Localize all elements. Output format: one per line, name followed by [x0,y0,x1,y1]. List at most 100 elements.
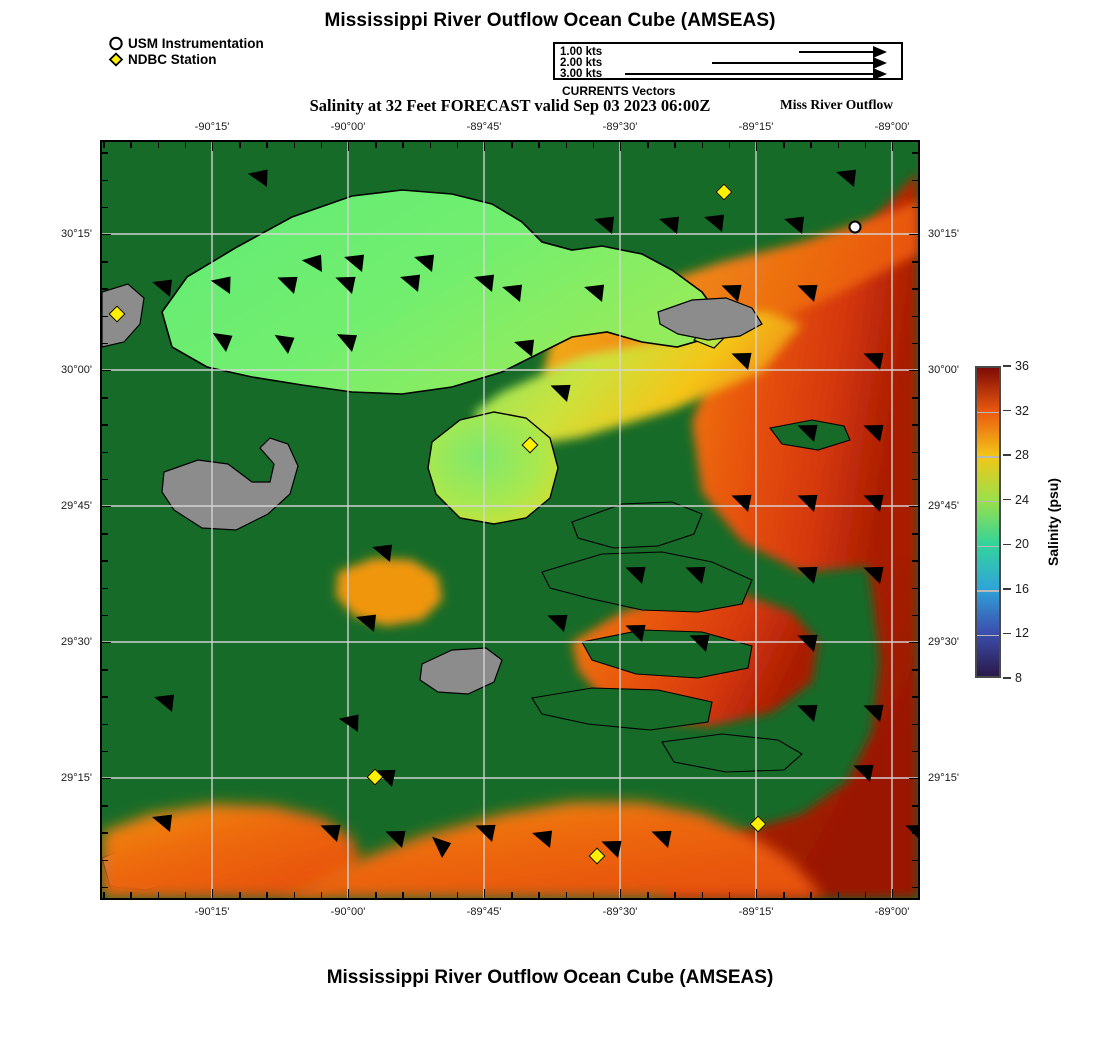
axis-tick-y [912,696,918,698]
y-axis-tick-label: 29°45' [928,500,959,512]
axis-tick-y [912,478,918,481]
axis-tick-x [565,892,567,898]
currents-key-shaft-3 [625,73,873,75]
axis-tick-x [375,142,377,148]
currents-vector-key: 1.00 kts 2.00 kts 3.00 kts [553,42,903,80]
axis-tick-x [674,142,676,148]
axis-tick-x [837,142,839,148]
axis-tick-y [909,642,918,644]
axis-tick-x [348,889,350,898]
circle-marker-icon [108,36,125,51]
colorbar-tick-label: 28 [1015,448,1029,463]
axis-tick-x [157,142,159,148]
currents-key-arrowhead-1 [873,46,887,58]
x-axis-tick-label: -90°00' [330,906,366,918]
currents-key-shaft-2 [712,62,873,64]
axis-tick-y [912,587,918,589]
axis-tick-y [102,859,108,861]
colorbar-tick-label: 16 [1015,581,1029,596]
usm-instrumentation-marker[interactable] [848,220,862,234]
axis-tick-y [912,451,918,453]
axis-tick-y [912,614,918,617]
axis-tick-x [184,142,187,148]
axis-tick-y [102,750,108,753]
colorbar-tick [1003,588,1011,590]
legend-item-usm: USM Instrumentation [108,36,264,51]
colorbar-tick [1003,543,1011,545]
x-axis-tick-label: -89°15' [738,906,774,918]
axis-tick-x [239,142,241,148]
y-axis-tick-label: 30°15' [928,228,959,240]
currents-key-shaft-1 [799,51,873,53]
x-axis-tick-label: -89°45' [466,121,502,133]
axis-tick-x [484,889,486,898]
axis-tick-x [320,142,323,148]
axis-tick-x [864,142,867,148]
current-vectors [152,169,918,858]
x-axis-tick-label: -90°15' [194,121,230,133]
axis-tick-y [102,669,108,671]
axis-tick-x [674,892,676,898]
currents-key-caption: CURRENTS Vectors [562,84,676,98]
colorbar-separator [977,634,999,637]
colorbar-separator [977,456,999,458]
axis-tick-y [912,261,918,263]
axis-tick-x [810,142,812,148]
axis-tick-y [909,778,918,780]
colorbar-separator [977,500,999,503]
currents-key-arrowhead-2 [873,57,887,69]
y-axis-tick-label: 29°30' [61,636,92,648]
axis-tick-y [102,478,108,481]
axis-tick-y [102,234,111,236]
figure-title-top: Mississippi River Outflow Ocean Cube (AM… [324,10,776,31]
axis-tick-x [783,892,785,898]
axis-tick-x [212,142,214,151]
colorbar-tick [1003,454,1011,456]
colorbar-ramp [977,368,999,676]
y-axis-tick-label: 29°45' [61,500,92,512]
axis-tick-y [102,778,111,780]
axis-tick-y [102,397,108,399]
legend-item-ndbc: NDBC Station [108,52,264,67]
axis-tick-x [592,142,595,148]
y-axis-tick-label: 30°00' [61,364,92,376]
axis-tick-x [130,892,132,898]
axis-tick-x [783,142,785,148]
colorbar-tick-label: 36 [1015,359,1029,373]
axis-tick-x [348,142,350,151]
axis-tick-x [728,892,731,898]
axis-tick-y [102,560,108,562]
map-canvas [102,142,918,898]
axis-tick-x [456,892,459,898]
x-axis-tick-label: -89°45' [466,906,502,918]
axis-tick-y [102,451,108,453]
currents-key-label-3: 3.00 kts [560,68,603,80]
axis-tick-x [103,892,105,898]
currents-key-row-1: 1.00 kts [555,46,901,58]
axis-tick-x [375,892,377,898]
axis-tick-y [102,723,108,725]
axis-tick-y [912,342,918,345]
axis-tick-y [102,614,108,617]
axis-tick-y [912,533,918,535]
x-axis-tick-label: -90°00' [330,121,366,133]
axis-tick-y [912,560,918,562]
axis-tick-x [266,142,268,148]
currents-key-label-2: 2.00 kts [560,57,603,69]
plot-subtitle: Salinity at 32 Feet FORECAST valid Sep 0… [309,96,711,115]
axis-tick-y [909,234,918,236]
axis-tick-x [429,892,431,898]
y-axis-tick-label: 30°00' [928,364,959,376]
axis-tick-x [511,892,513,898]
axis-tick-x [293,142,295,148]
colorbar[interactable]: Salinity (psu) 36 32 28 24 20 16 12 8 [975,359,1061,685]
axis-tick-x [620,889,622,898]
y-axis-tick-label: 29°30' [928,636,959,648]
map-plot-area[interactable] [100,140,920,900]
axis-tick-y [102,533,108,535]
axis-tick-y [912,152,918,154]
x-axis-tick-label: -89°00' [874,121,910,133]
axis-tick-y [912,886,918,889]
axis-tick-x [728,142,731,148]
axis-tick-x [701,892,703,898]
